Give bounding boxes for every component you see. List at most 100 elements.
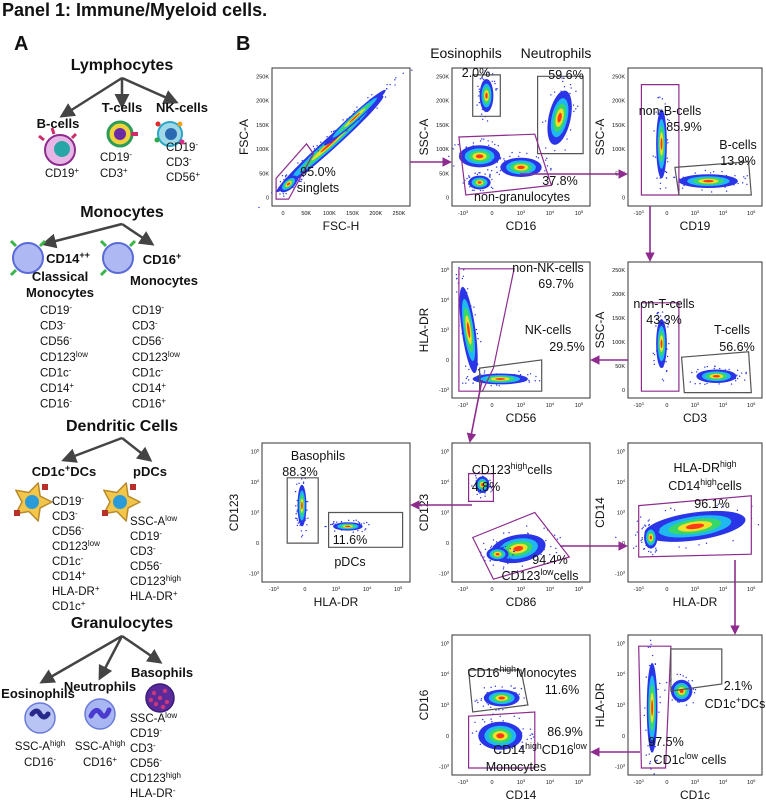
- gate-label: 11.6%: [333, 533, 368, 547]
- event: [512, 550, 515, 552]
- event: [296, 524, 298, 527]
- superscript: -: [195, 140, 198, 149]
- event: [651, 654, 654, 657]
- superscript: 3: [523, 210, 525, 214]
- gate: [275, 142, 315, 200]
- event: [670, 507, 672, 510]
- event: [649, 762, 651, 764]
- event: [499, 751, 501, 753]
- text-part: 0: [490, 587, 493, 593]
- event: [365, 528, 367, 530]
- marker: CD1c+: [52, 599, 86, 614]
- event: [313, 148, 316, 150]
- event: [386, 83, 388, 86]
- nucleus: [114, 128, 126, 140]
- event: [466, 288, 469, 290]
- text-part: CD123: [130, 576, 166, 588]
- event: [285, 174, 288, 176]
- marker: CD56-: [130, 559, 162, 574]
- superscript: -: [81, 524, 84, 533]
- event: [649, 760, 652, 763]
- event: [491, 80, 493, 82]
- marker: CD123low: [132, 349, 180, 364]
- event: [483, 721, 486, 723]
- event: [667, 161, 669, 163]
- x-tick-label: 103: [517, 586, 525, 593]
- group-heading: Dendritic Cells: [66, 418, 178, 435]
- event: [475, 328, 478, 331]
- event: [656, 177, 658, 179]
- event: [542, 121, 544, 123]
- text-part: 200K: [256, 99, 269, 105]
- text-part: HLA-DR: [673, 461, 720, 475]
- event: [655, 325, 657, 327]
- text-part: 88.3%: [282, 465, 317, 479]
- y-tick-label: -103: [615, 571, 625, 578]
- text-part: -10: [615, 765, 623, 771]
- marker: CD3-: [166, 155, 192, 170]
- event: [572, 104, 575, 106]
- y-axis-title: SSC-A: [417, 119, 431, 156]
- event: [659, 96, 661, 98]
- gate-label: Basophils: [291, 449, 345, 463]
- event: [492, 545, 495, 547]
- text-part: 59.6%: [548, 68, 583, 82]
- superscript: 5: [753, 402, 755, 406]
- event: [694, 172, 696, 174]
- event: [477, 338, 479, 340]
- superscript: 3: [447, 764, 449, 768]
- event: [664, 689, 666, 691]
- event: [483, 72, 485, 75]
- text-part: 10: [517, 403, 523, 409]
- event: [526, 532, 529, 534]
- event: [361, 530, 363, 533]
- text-part: Neutrophils: [64, 679, 136, 694]
- event: [653, 773, 655, 775]
- event: [279, 180, 282, 183]
- event: [292, 173, 294, 175]
- event: [704, 383, 706, 386]
- event: [665, 360, 667, 363]
- event: [655, 549, 658, 552]
- x-tick-label: 105: [575, 779, 583, 786]
- superscript: +: [81, 569, 86, 578]
- event: [741, 372, 743, 374]
- event: [668, 119, 670, 122]
- marker: CD123low: [40, 349, 88, 364]
- text-part: Eosinophils: [1, 686, 75, 701]
- x-tick-label: 0: [490, 211, 493, 217]
- text-part: 10: [441, 328, 447, 334]
- receptor: [131, 132, 138, 136]
- superscript: -: [161, 334, 164, 343]
- x-tick-label: 105: [575, 586, 583, 593]
- event: [483, 372, 486, 374]
- text-part: 150K: [612, 316, 625, 322]
- arrow: [39, 634, 123, 684]
- event: [316, 145, 318, 147]
- x-axis-title: FSC-H: [323, 219, 360, 233]
- nucleus: [88, 707, 112, 719]
- event: [492, 159, 494, 161]
- superscript: 5: [753, 779, 755, 783]
- event: [658, 109, 661, 111]
- text-part: 0: [446, 734, 449, 740]
- text-part: 10: [719, 587, 725, 593]
- x-tick-label: 104: [363, 586, 372, 593]
- text-part: NK-cells: [156, 100, 208, 115]
- y-tick-label: 0: [446, 541, 449, 547]
- event: [643, 714, 646, 717]
- text-part: 97.5%: [648, 735, 683, 749]
- density: [652, 96, 749, 193]
- text-part: 11.6%: [545, 683, 580, 697]
- event: [512, 554, 514, 556]
- event: [550, 94, 552, 96]
- event: [641, 538, 643, 541]
- text-part: 10: [691, 211, 697, 217]
- event: [650, 551, 652, 553]
- event: [659, 534, 661, 537]
- event: [705, 542, 708, 544]
- event: [366, 112, 369, 114]
- event: [664, 103, 666, 105]
- cell-icon: [84, 698, 116, 730]
- text-part: CD19: [132, 305, 161, 317]
